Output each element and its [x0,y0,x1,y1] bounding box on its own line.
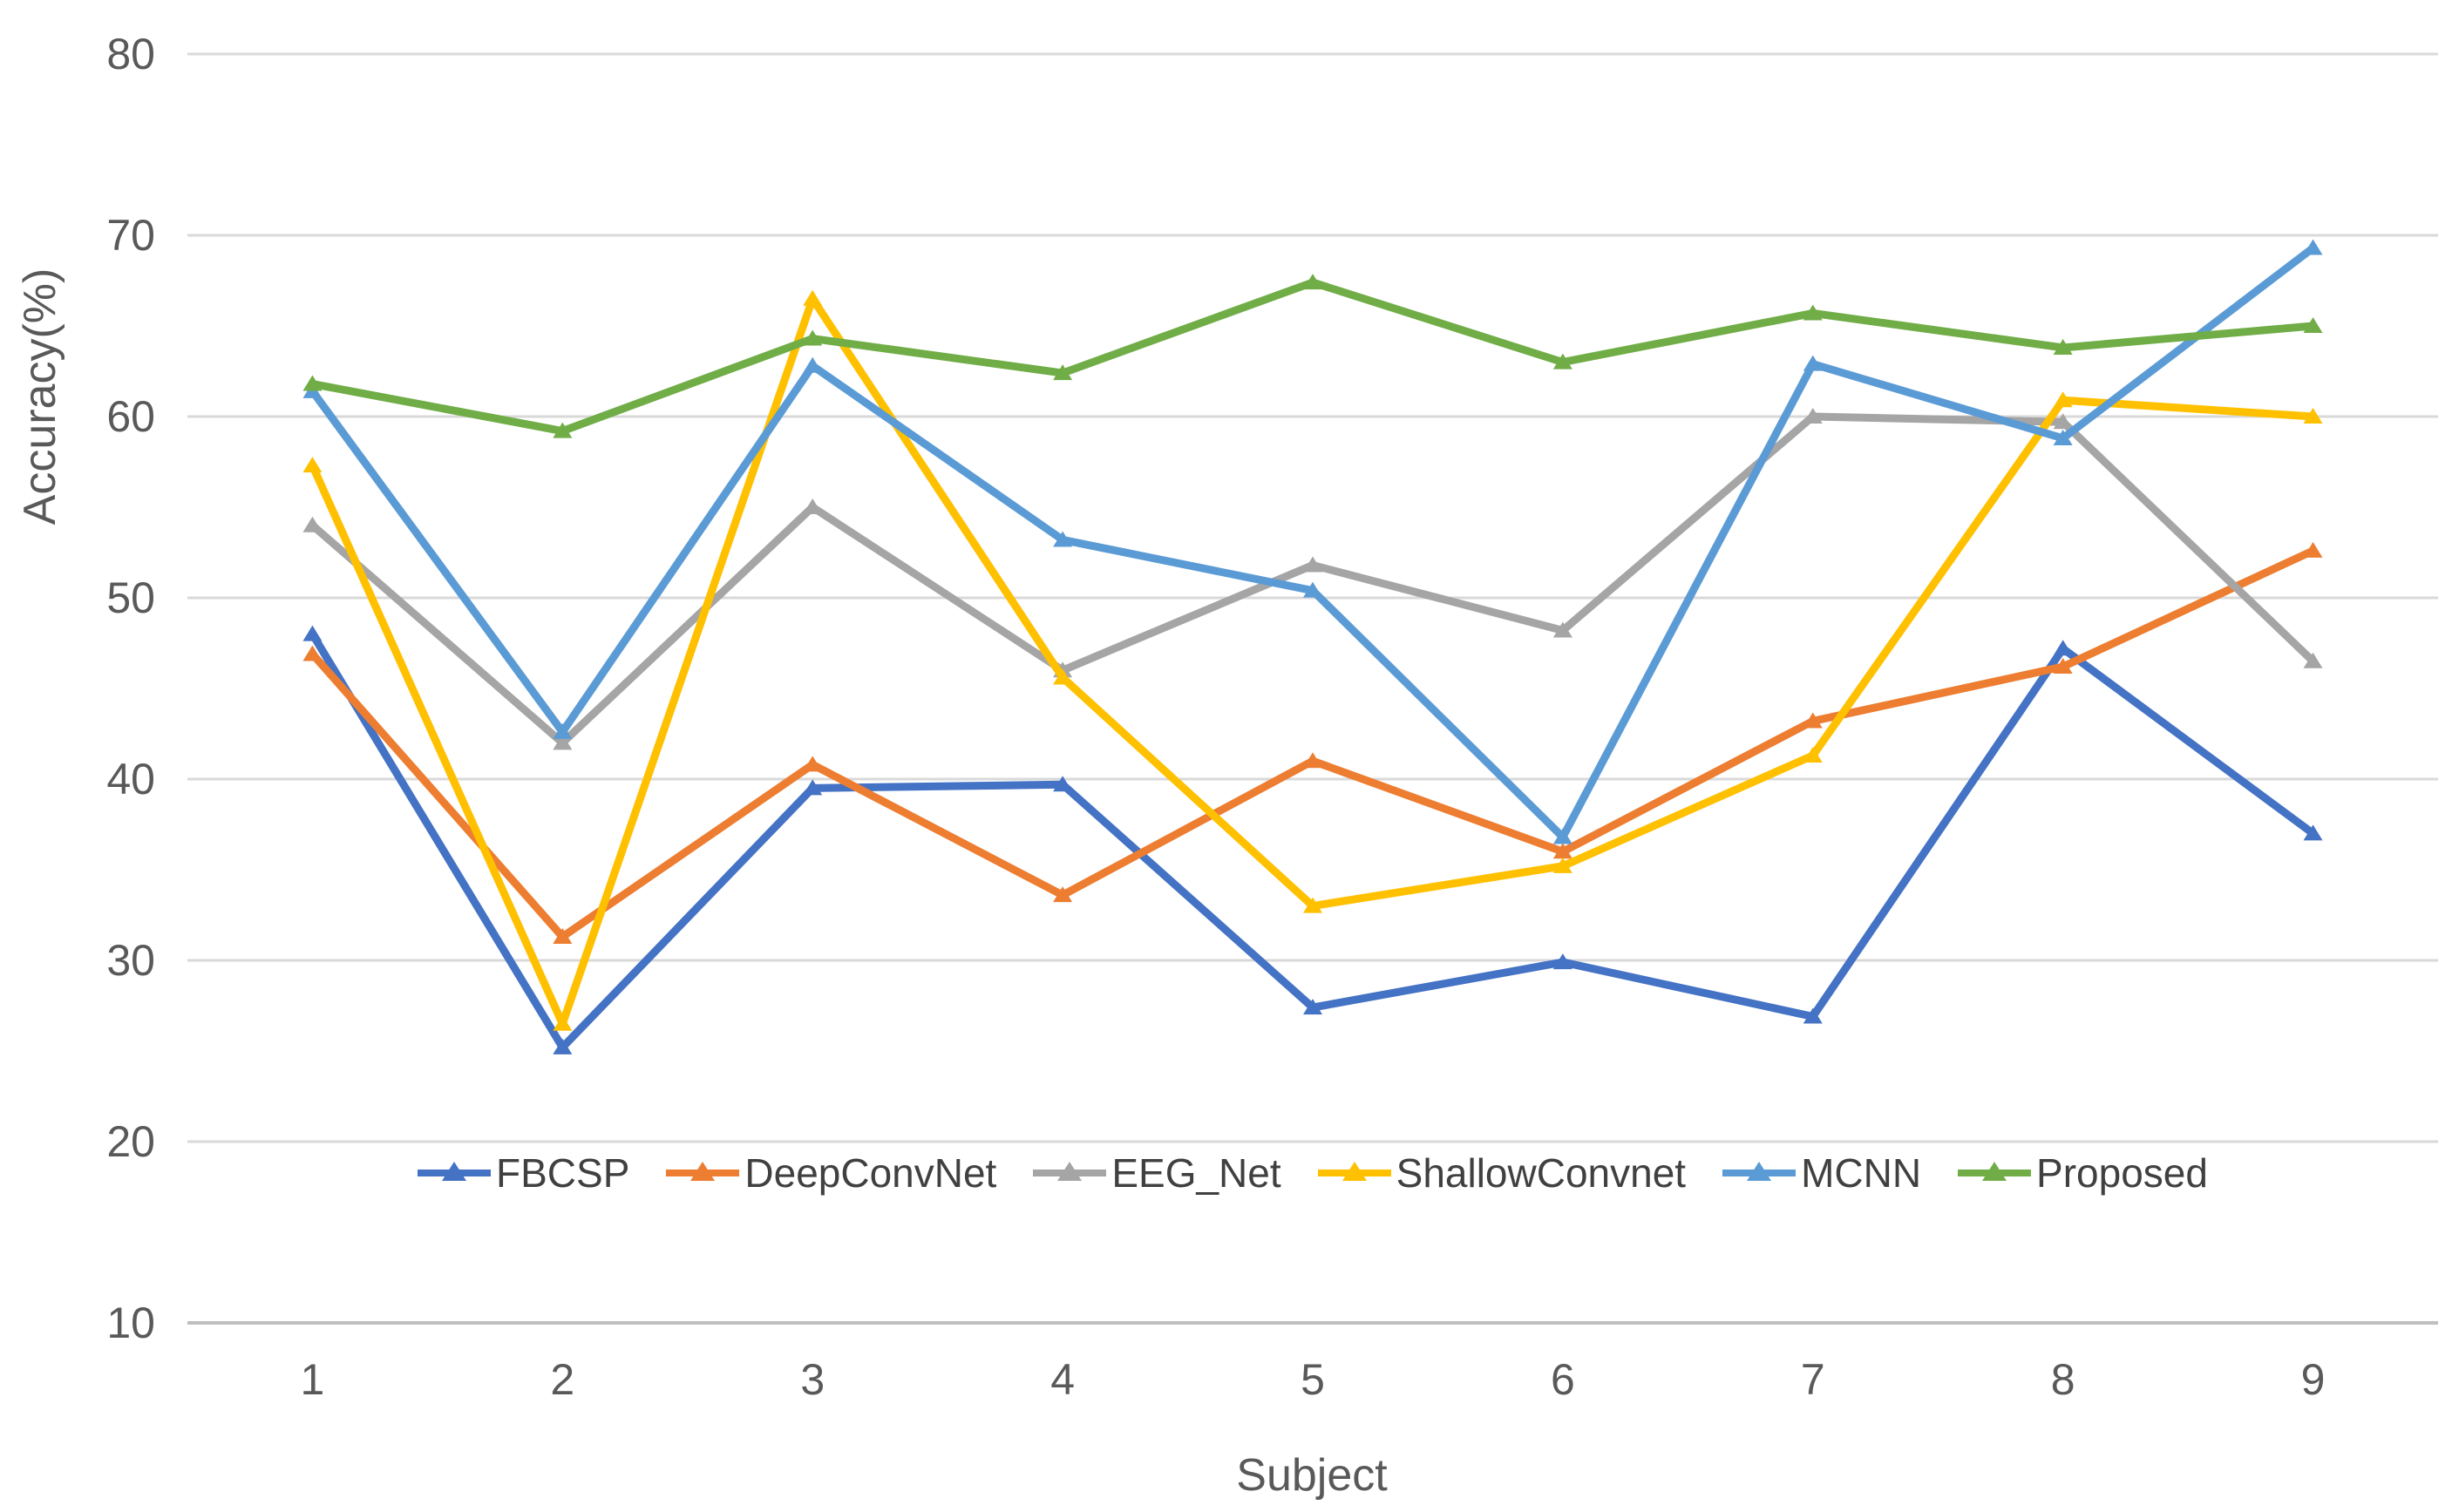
data-point-marker-ShallowConvnet [1303,897,1322,913]
y-axis-title: Accuracy(%) [15,268,65,525]
data-point-marker-DeepConvNet [1552,843,1572,859]
legend-marker-icon [1958,1162,2032,1181]
data-point-marker-MCNN [1053,531,1073,547]
data-point-marker-DeepConvNet [2053,658,2073,675]
data-point-marker-EEG_Net [1303,556,1322,573]
y-axis-tick-label: 60 [106,392,155,441]
chart-legend: FBCSP DeepConvNet EEG_Net ShallowConvnet MCN… [187,1140,2438,1206]
data-point-marker-ShallowConvnet [2303,408,2323,424]
data-point-marker-FBCSP [1803,1007,1823,1024]
data-point-marker-ShallowConvnet [1803,746,1823,763]
data-point-marker-MCNN [803,356,823,373]
data-point-marker-DeepConvNet [553,927,573,944]
legend-marker-icon [1033,1162,1107,1181]
data-point-marker-FBCSP [1053,776,1073,792]
legend-marker-icon [1722,1162,1797,1181]
legend-item-label: ShallowConvnet [1396,1150,1687,1196]
x-axis-tick-label: 1 [301,1355,325,1404]
data-point-marker-EEG_Net [1803,408,1823,424]
data-point-marker-FBCSP [2053,640,2073,656]
y-axis-tick-label: 80 [106,30,155,78]
data-point-marker-EEG_Net [2053,413,2073,430]
legend-marker-icon [418,1162,492,1181]
data-point-marker-EEG_Net [1552,621,1572,638]
data-point-marker-Proposed [1303,274,1322,290]
data-point-marker-Proposed [2053,338,2073,355]
data-point-marker-DeepConvNet [2303,541,2323,558]
data-point-marker-EEG_Net [803,498,823,514]
data-point-marker-Proposed [2303,317,2323,333]
legend-item-Proposed: Proposed [1958,1153,2208,1193]
data-point-marker-DeepConvNet [1303,752,1322,769]
series-line-MCNN [308,244,2318,842]
legend-marker-icon [666,1162,740,1181]
data-point-marker-FBCSP [803,779,823,796]
x-axis-tick-label: 4 [1050,1355,1075,1404]
data-point-marker-Proposed [553,422,573,438]
y-axis-tick-label: 70 [106,211,155,260]
legend-item-label: FBCSP [496,1150,630,1196]
data-point-marker-EEG_Net [553,734,573,750]
y-axis-tick-label: 50 [106,573,155,622]
legend-item-label: EEG_Net [1111,1150,1281,1196]
legend-item-label: MCNN [1801,1150,1922,1196]
data-point-marker-FBCSP [1552,953,1572,970]
legend-marker-icon [1317,1162,1391,1181]
data-point-marker-MCNN [2053,429,2073,445]
x-axis-tick-label: 6 [1551,1355,1575,1404]
legend-item-FBCSP: FBCSP [418,1153,629,1193]
data-point-marker-ShallowConvnet [302,457,323,473]
data-point-marker-DeepConvNet [1803,712,1823,729]
data-point-marker-MCNN [1803,355,1823,371]
data-point-marker-Proposed [1053,364,1073,381]
data-point-marker-Proposed [803,329,823,346]
data-point-marker-FBCSP [302,625,323,641]
legend-item-label: DeepConvNet [744,1150,997,1196]
data-point-marker-Proposed [1552,353,1572,370]
x-axis-tick-label: 7 [1801,1355,1825,1404]
data-point-marker-MCNN [1303,581,1322,598]
x-axis-tick-label: 3 [800,1355,825,1404]
legend-item-MCNN: MCNN [1722,1153,1921,1193]
y-axis-tick-label: 20 [106,1117,155,1166]
series-line-Proposed [308,278,2318,436]
data-point-marker-Proposed [302,375,323,391]
data-point-marker-FBCSP [553,1038,573,1054]
data-point-marker-MCNN [2303,239,2323,255]
data-point-marker-MCNN [1552,828,1572,844]
y-axis-tick-label: 30 [106,936,155,985]
data-point-marker-ShallowConvnet [553,1014,573,1031]
data-point-marker-EEG_Net [302,516,323,532]
x-axis-tick-label: 2 [550,1355,574,1404]
data-point-marker-Proposed [1803,304,1823,321]
data-point-marker-ShallowConvnet [1552,857,1572,873]
data-point-marker-ShallowConvnet [2053,391,2073,408]
data-point-marker-DeepConvNet [302,645,323,661]
data-point-marker-FBCSP [2303,824,2323,841]
y-axis-tick-label: 40 [106,755,155,803]
data-point-marker-EEG_Net [2303,652,2323,668]
data-point-marker-ShallowConvnet [803,289,823,306]
x-axis-title: Subject [1236,1450,1388,1501]
x-axis-tick-label: 5 [1301,1355,1325,1404]
legend-item-label: Proposed [2036,1150,2208,1196]
data-point-marker-FBCSP [1303,999,1322,1015]
data-point-marker-ShallowConvnet [1053,668,1073,685]
x-axis-tick-label: 8 [2051,1355,2075,1404]
legend-item-DeepConvNet: DeepConvNet [666,1153,996,1193]
legend-item-EEG_Net: EEG_Net [1033,1150,1281,1196]
data-point-marker-DeepConvNet [1053,886,1073,903]
data-point-marker-MCNN [553,722,573,739]
legend-item-ShallowConvnet: ShallowConvnet [1317,1150,1687,1196]
x-axis-tick-label: 9 [2301,1355,2326,1404]
data-point-marker-DeepConvNet [803,756,823,772]
y-axis-tick-label: 10 [106,1298,155,1347]
